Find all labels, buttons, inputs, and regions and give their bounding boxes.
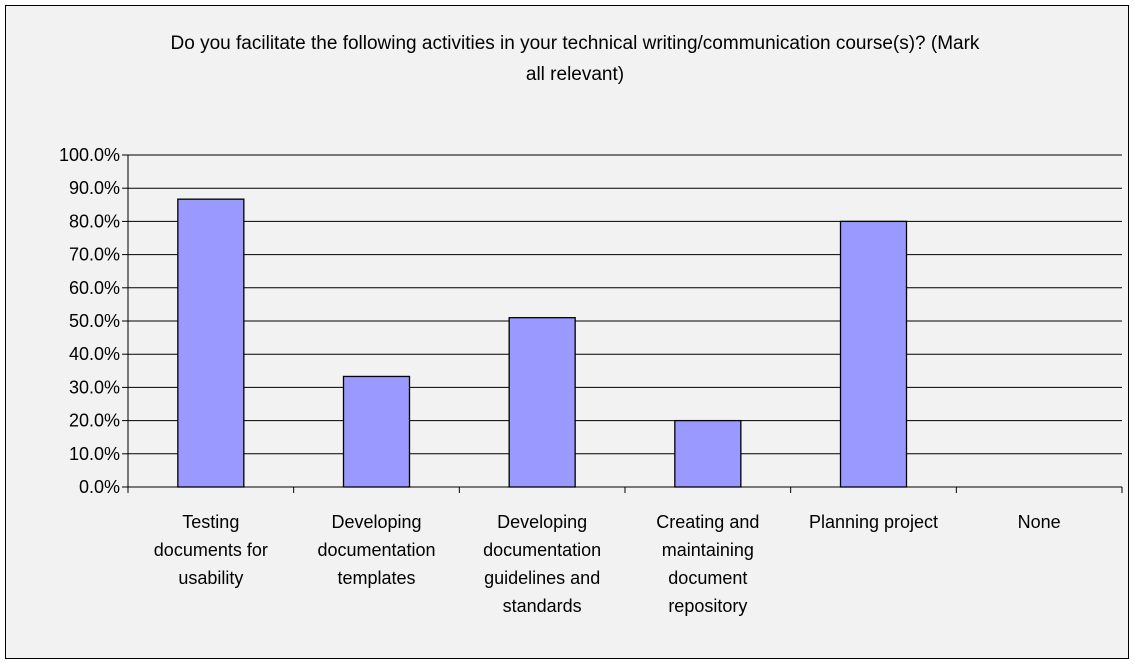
y-tick-label: 80.0% xyxy=(69,211,120,231)
x-category-label: Creating and xyxy=(656,512,759,532)
x-category-label: standards xyxy=(503,596,582,616)
x-category-label: documents for xyxy=(154,540,268,560)
x-category-label: Developing xyxy=(497,512,587,532)
x-category-label: Planning project xyxy=(809,512,938,532)
x-category-label: documentation xyxy=(483,540,601,560)
x-category-label: documentation xyxy=(317,540,435,560)
y-tick-label: 70.0% xyxy=(69,245,120,265)
y-tick-label: 60.0% xyxy=(69,278,120,298)
bar xyxy=(839,220,908,488)
bar xyxy=(508,317,576,488)
x-category-label: Developing xyxy=(331,512,421,532)
x-category-label: templates xyxy=(337,568,415,588)
x-category-label: None xyxy=(1018,512,1061,532)
y-tick-label: 10.0% xyxy=(69,444,120,464)
y-tick-label: 100.0% xyxy=(59,145,120,165)
y-tick-label: 40.0% xyxy=(69,344,120,364)
x-category-label: repository xyxy=(668,596,747,616)
chart-title: Do you facilitate the following activiti… xyxy=(170,33,980,85)
y-tick-label: 90.0% xyxy=(69,178,120,198)
bar xyxy=(177,198,245,488)
x-category-label: Testing xyxy=(182,512,239,532)
y-tick-label: 0.0% xyxy=(79,477,120,497)
x-category-label: guidelines and xyxy=(484,568,600,588)
x-category-label: usability xyxy=(178,568,243,588)
x-category-label: maintaining xyxy=(662,540,754,560)
bar xyxy=(674,419,742,488)
y-tick-label: 50.0% xyxy=(69,311,120,331)
bar xyxy=(342,375,411,488)
x-category-label: document xyxy=(668,568,747,588)
y-tick-label: 30.0% xyxy=(69,377,120,397)
y-tick-label: 20.0% xyxy=(69,411,120,431)
